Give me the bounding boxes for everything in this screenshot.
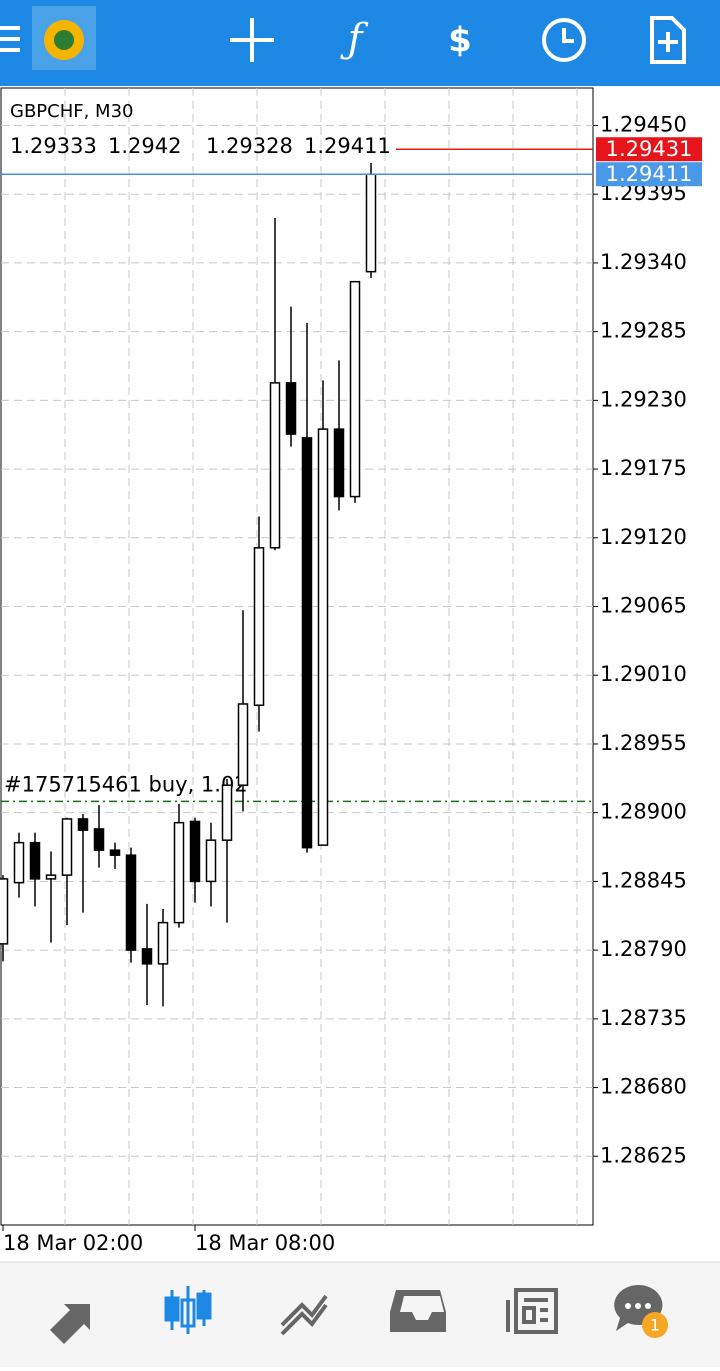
candle-body bbox=[93, 828, 105, 851]
crosshair-button[interactable] bbox=[230, 18, 274, 62]
x-tick-label: 18 Mar 08:00 bbox=[195, 1231, 335, 1255]
candle-body bbox=[317, 428, 329, 846]
candle-body bbox=[333, 428, 345, 498]
menu-button[interactable] bbox=[0, 26, 20, 52]
chat-badge: 1 bbox=[650, 1316, 660, 1335]
candle-body bbox=[253, 547, 265, 706]
y-tick-label: 1.29065 bbox=[600, 594, 687, 618]
history-tab[interactable] bbox=[390, 1290, 446, 1332]
trade-tab[interactable] bbox=[280, 1294, 328, 1336]
candle-body bbox=[0, 878, 9, 945]
chart-title: GBPCHF, M30 bbox=[10, 101, 134, 122]
candle-body bbox=[109, 849, 121, 856]
x-tick-label: 18 Mar 02:00 bbox=[3, 1231, 143, 1255]
bid-label: 1.29411 bbox=[606, 162, 693, 186]
news-tab[interactable] bbox=[506, 1288, 558, 1334]
candle-body bbox=[173, 821, 185, 924]
top-bar bbox=[0, 0, 720, 86]
candle-body bbox=[29, 841, 41, 880]
candle-body bbox=[77, 818, 89, 831]
y-tick-label: 1.29340 bbox=[600, 250, 687, 274]
y-tick-label: 1.29010 bbox=[600, 662, 687, 686]
period-button[interactable] bbox=[542, 18, 586, 62]
ohlc-readout: 1.29333 1.2942 1.29328 1.29411 bbox=[10, 134, 391, 158]
y-tick-label: 1.29120 bbox=[600, 525, 687, 549]
candle-body bbox=[205, 839, 217, 883]
ask-label: 1.29431 bbox=[606, 137, 693, 161]
bottom-nav bbox=[0, 1262, 720, 1367]
y-tick-label: 1.28735 bbox=[600, 1006, 687, 1030]
chart: 1.294501.293951.293401.292851.292301.291… bbox=[0, 88, 702, 1255]
symbol-button[interactable]: $ bbox=[448, 21, 472, 61]
order-label: #175715461 buy, 1.02 bbox=[4, 772, 248, 796]
chart-tab[interactable] bbox=[164, 1286, 212, 1334]
candle-body bbox=[45, 874, 57, 880]
quotes-tab[interactable] bbox=[50, 1304, 90, 1344]
y-tick-label: 1.29230 bbox=[600, 387, 687, 411]
plot-frame bbox=[0, 87, 594, 1226]
ohlc-value: 1.29328 bbox=[206, 134, 293, 158]
ohlc-value: 1.29333 bbox=[10, 134, 97, 158]
chat-tab[interactable]: 1 bbox=[614, 1284, 668, 1338]
y-tick-label: 1.29450 bbox=[600, 112, 687, 136]
candle-body bbox=[125, 854, 137, 951]
y-tick-label: 1.28790 bbox=[600, 937, 687, 961]
ohlc-value: 1.29411 bbox=[304, 134, 391, 158]
y-tick-label: 1.28900 bbox=[600, 800, 687, 824]
y-tick-label: 1.28680 bbox=[600, 1075, 687, 1099]
app-logo bbox=[32, 6, 96, 70]
y-tick-label: 1.28955 bbox=[600, 731, 687, 755]
y-tick-label: 1.29175 bbox=[600, 456, 687, 480]
candle-body bbox=[61, 818, 73, 876]
y-tick-label: 1.28625 bbox=[600, 1143, 687, 1167]
y-tick-label: 1.29285 bbox=[600, 319, 687, 343]
candle-body bbox=[237, 703, 249, 786]
ask-label-box bbox=[596, 137, 702, 162]
candle-body bbox=[285, 382, 297, 435]
candle-body bbox=[269, 382, 281, 549]
candle-body bbox=[301, 437, 313, 849]
candle-body bbox=[349, 280, 361, 498]
candle-body bbox=[13, 841, 25, 884]
ohlc-value: 1.2942 bbox=[108, 134, 181, 158]
candle-body bbox=[221, 784, 233, 841]
candle-body bbox=[189, 820, 201, 883]
candle-body bbox=[157, 921, 169, 965]
candle-body bbox=[141, 948, 153, 965]
candle-body bbox=[365, 173, 377, 273]
bid-label-box bbox=[596, 162, 702, 187]
new-order-button[interactable] bbox=[650, 16, 686, 64]
y-tick-label: 1.28845 bbox=[600, 868, 687, 892]
